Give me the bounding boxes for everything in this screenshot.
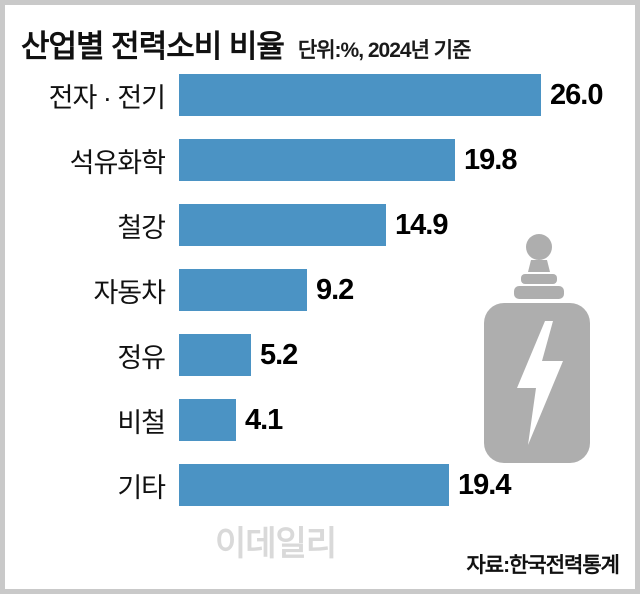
category-label: 자동차 (93, 277, 166, 308)
value-label: 26.0 (550, 78, 603, 111)
value-label: 9.2 (316, 273, 354, 306)
source-note: 자료:한국전력통계 (466, 554, 620, 577)
value-label: 19.4 (458, 468, 511, 501)
bar (179, 74, 541, 116)
unit-note: 단위:%, 2024년 기준 (297, 39, 471, 62)
bar-row: 정유 5.2 (13, 334, 635, 376)
bar-row: 석유화학 19.8 (13, 139, 635, 181)
transformer-lightning-icon (484, 234, 590, 463)
bar-row: 자동차 9.2 (13, 269, 635, 311)
bar-row: 철강 14.9 (13, 204, 635, 246)
category-label: 비철 (117, 407, 166, 438)
bar-row: 비철 4.1 (13, 399, 635, 441)
category-label: 정유 (117, 342, 166, 373)
category-label: 석유화학 (69, 147, 166, 178)
bar (179, 139, 455, 181)
chart-header: 산업별 전력소비 비율 단위:%, 2024년 기준 (5, 5, 635, 74)
category-label: 전자 · 전기 (48, 82, 166, 113)
value-label: 14.9 (395, 208, 448, 241)
value-label: 19.8 (464, 143, 517, 176)
bar (179, 399, 236, 441)
category-label: 철강 (117, 212, 166, 243)
bar-row: 기타 19.4 (13, 464, 635, 506)
value-label: 4.1 (245, 403, 283, 436)
chart-title: 산업별 전력소비 비율 (21, 29, 285, 64)
bar (179, 334, 251, 376)
watermark: 이데일리 (215, 525, 337, 563)
value-label: 5.2 (260, 338, 298, 371)
category-label: 기타 (117, 472, 166, 503)
bar (179, 204, 386, 246)
bar (179, 269, 307, 311)
bar-row: 전자 · 전기 26.0 (13, 74, 635, 116)
bar-chart: 전자 · 전기 26.0 석유화학 19.8 철강 14.9 자동차 9.2 정… (5, 74, 635, 506)
bar (179, 464, 449, 506)
